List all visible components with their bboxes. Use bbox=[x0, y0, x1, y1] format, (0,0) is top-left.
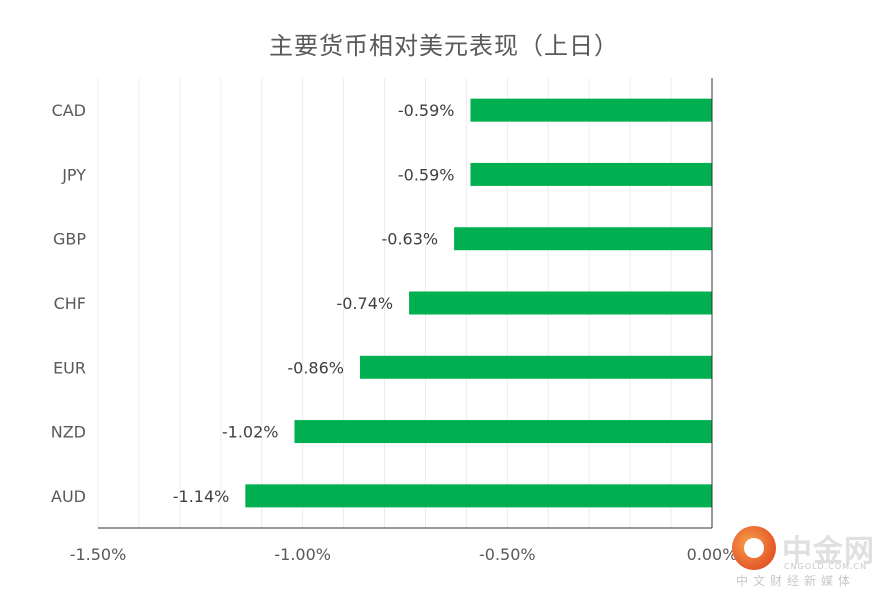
x-tick-label: -1.50% bbox=[70, 545, 127, 564]
labels: CAD JPY GBP CHF EUR NZD AUD -0.59% -0.59% -0.63% -… bbox=[51, 101, 738, 564]
category-label-eur: EUR bbox=[53, 358, 86, 377]
bar-eur bbox=[359, 355, 712, 379]
watermark-domain: CNGOLD.COM.CN bbox=[784, 562, 868, 571]
bar-chf bbox=[409, 291, 712, 315]
category-label-gbp: GBP bbox=[53, 230, 86, 249]
bar-cad bbox=[470, 98, 712, 122]
watermark-slogan: 中文财经新媒体 bbox=[736, 574, 856, 588]
bar-jpy bbox=[470, 162, 712, 186]
bar-nzd bbox=[294, 420, 712, 444]
cngold-watermark: 中金网 CNGOLD.COM.CN 中文财经新媒体 bbox=[730, 522, 880, 592]
data-label: -1.02% bbox=[222, 423, 279, 442]
cngold-logo-icon bbox=[732, 526, 776, 570]
x-tick-label: 0.00% bbox=[687, 545, 738, 564]
data-label: -0.63% bbox=[382, 230, 439, 249]
data-label: -0.74% bbox=[336, 294, 393, 313]
category-label-cad: CAD bbox=[52, 101, 86, 120]
data-label: -0.86% bbox=[287, 358, 344, 377]
bar-gbp bbox=[454, 227, 712, 251]
category-label-nzd: NZD bbox=[51, 423, 86, 442]
x-tick-label: -0.50% bbox=[479, 545, 536, 564]
category-label-aud: AUD bbox=[51, 487, 86, 506]
category-label-chf: CHF bbox=[54, 294, 86, 313]
category-label-jpy: JPY bbox=[61, 165, 86, 184]
axes bbox=[98, 78, 713, 529]
x-tick-label: -1.00% bbox=[274, 545, 331, 564]
bars bbox=[245, 98, 713, 508]
bar-aud bbox=[245, 484, 713, 508]
watermark-brand: 中金网 bbox=[782, 534, 875, 569]
data-label: -1.14% bbox=[173, 487, 230, 506]
data-label: -0.59% bbox=[398, 165, 455, 184]
chart-title: 主要货币相对美元表现（上日） bbox=[269, 32, 619, 60]
data-label: -0.59% bbox=[398, 101, 455, 120]
